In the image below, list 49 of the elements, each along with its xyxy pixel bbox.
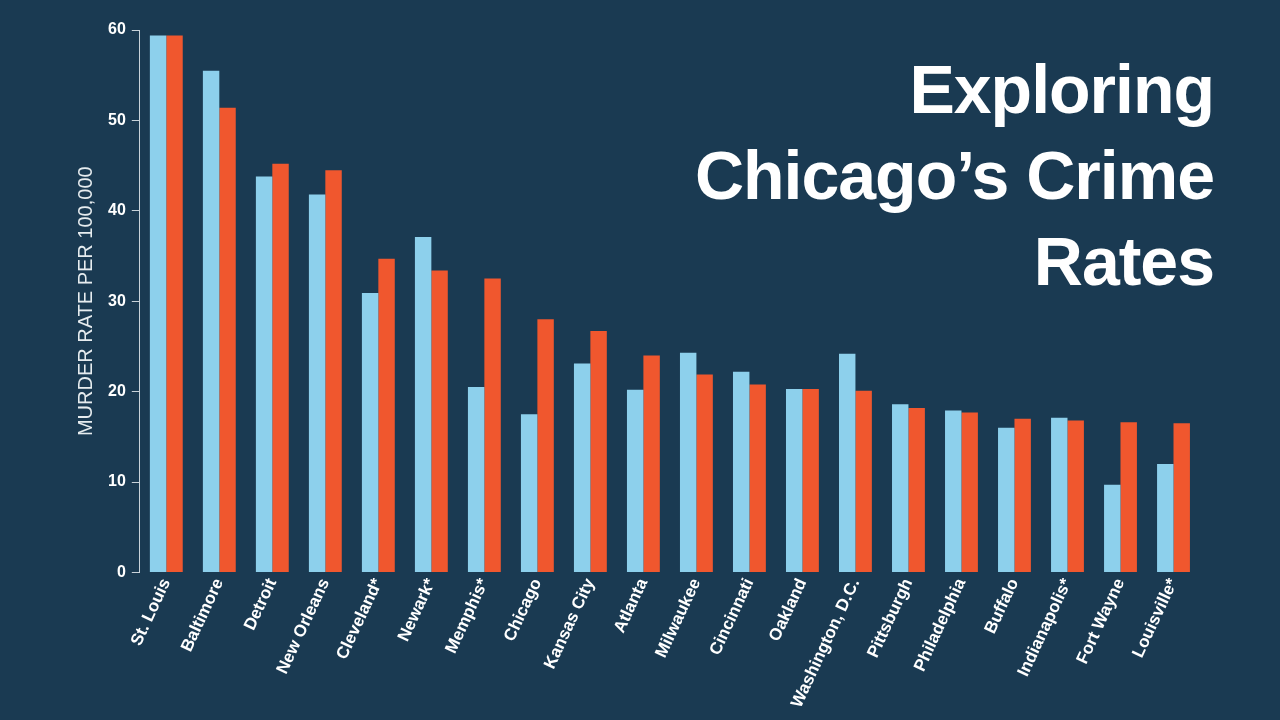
y-tick-label: 50 (108, 110, 126, 128)
bar (1173, 423, 1190, 572)
bar (272, 163, 289, 572)
bar (1067, 420, 1084, 572)
bar (1051, 417, 1068, 572)
bar (732, 371, 750, 572)
y-tick-label: 60 (108, 20, 126, 38)
bar (696, 374, 713, 572)
bar (537, 319, 554, 572)
bar (467, 387, 485, 572)
bar (149, 35, 167, 572)
bar (1120, 422, 1137, 572)
y-tick-label: 0 (116, 562, 126, 580)
y-tick-label: 20 (108, 382, 126, 400)
bar (892, 404, 909, 572)
bar (361, 293, 379, 572)
y-axis-title: MURDER RATE PER 100,000 (73, 166, 96, 437)
bar (1104, 484, 1121, 572)
bar (802, 388, 819, 572)
bar (325, 170, 342, 572)
bar (378, 258, 395, 572)
bar (573, 363, 591, 572)
bar (998, 427, 1015, 572)
bar (520, 414, 538, 572)
bar (945, 410, 962, 572)
bar (414, 237, 432, 572)
bar (166, 35, 183, 572)
bar (219, 107, 236, 572)
bar (308, 194, 326, 572)
bar (590, 331, 607, 572)
bar (679, 352, 697, 572)
bar (643, 355, 660, 572)
bar (855, 390, 872, 572)
bar (839, 353, 856, 572)
text: Exploring Chicago’s Crime Rates (693, 50, 1214, 301)
bar (961, 412, 978, 572)
y-tick-label: 40 (108, 201, 126, 219)
bar (255, 176, 273, 572)
y-tick-label: 10 (108, 472, 126, 490)
bar (626, 389, 644, 572)
bar (431, 270, 448, 572)
bar (749, 384, 766, 572)
bar (1014, 418, 1031, 572)
bar (202, 70, 220, 572)
bar (785, 388, 803, 572)
bar (908, 407, 925, 572)
bar (484, 278, 501, 572)
bar (1157, 463, 1174, 572)
y-tick-label: 30 (108, 291, 126, 309)
